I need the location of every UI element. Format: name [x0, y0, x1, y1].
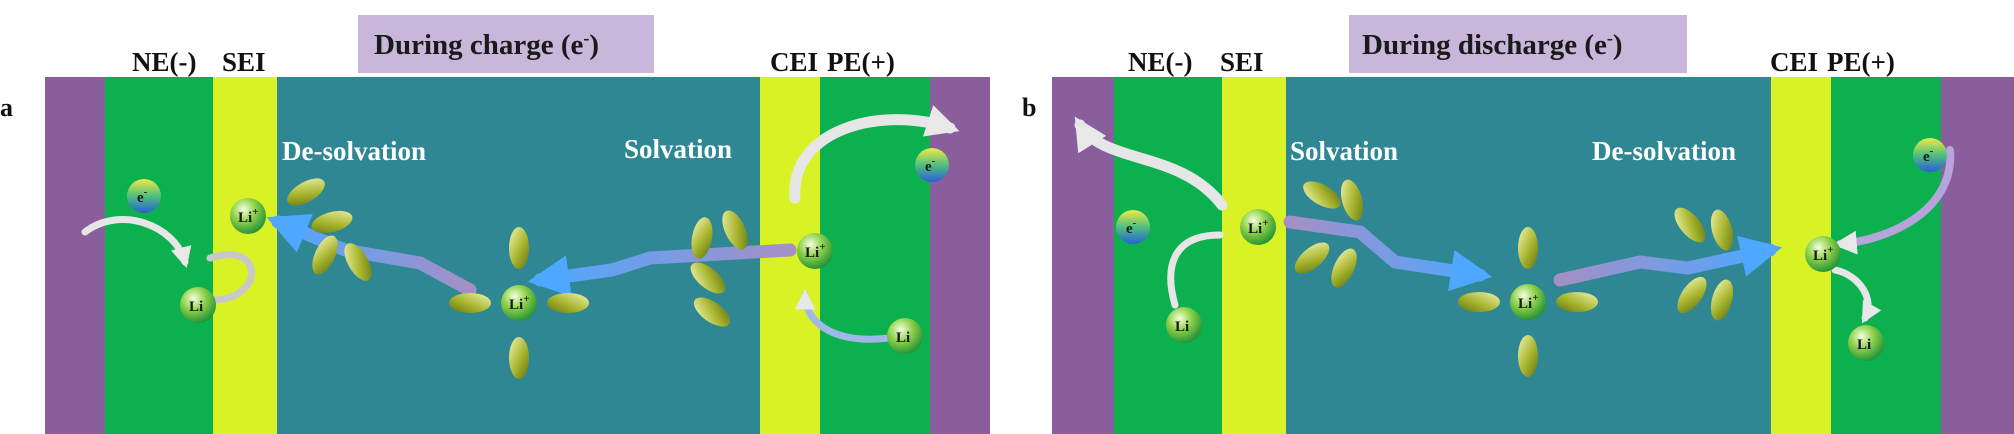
panel-a-lithium-ion-center: Li+ — [501, 285, 537, 321]
panel-a-letter: a — [0, 93, 13, 122]
panel-a-solvent-molecule — [449, 293, 491, 313]
svg-text:Li: Li — [896, 330, 910, 346]
svg-text:e-: e- — [925, 155, 936, 175]
panel-a: a During charge (e-) NE(-) SEI CEI PE(+)… — [0, 15, 990, 434]
svg-text:Li: Li — [1175, 319, 1189, 335]
svg-text:e-: e- — [137, 186, 148, 206]
panel-a-positive-current-collector — [930, 77, 990, 434]
panel-b-desolvation-label: De-solvation — [1592, 136, 1736, 166]
panel-b-sei-layer — [1222, 77, 1286, 434]
panel-a-solvent-molecule — [509, 227, 529, 269]
svg-text:e-: e- — [1923, 145, 1934, 165]
panel-a-ion-path-left — [266, 214, 477, 297]
panel-a-solvent-molecule — [547, 293, 589, 313]
panel-b-lithium-ion-center: Li+ — [1510, 284, 1546, 320]
panel-a-electron-arrow-left — [81, 216, 192, 269]
panel-a-sei-label: SEI — [222, 47, 266, 77]
panel-a-title: During charge (e-) — [374, 28, 599, 61]
panel-a-cei-label: CEI — [770, 47, 818, 77]
svg-text:Li+: Li+ — [805, 241, 825, 261]
panel-a-electron-arrow-right — [789, 105, 960, 204]
panel-b-negative-electrode — [1114, 77, 1222, 434]
panel-b-solvent-molecule — [1458, 292, 1500, 312]
panel-a-lithium-ion-sei: Li+ — [230, 198, 266, 234]
panel-b-solvation-label: Solvation — [1290, 136, 1398, 166]
svg-text:Li+: Li+ — [1813, 244, 1833, 264]
panel-b-electron-arrow-right — [1832, 146, 1955, 255]
panel-a-negative-current-collector — [45, 77, 105, 434]
panel-b-lithium-ion-sei: Li+ — [1240, 209, 1276, 245]
panel-b-cei-label: CEI — [1770, 47, 1818, 77]
panel-a-electron-negative: e- — [127, 179, 161, 213]
panel-a-ion-path-right — [527, 243, 797, 297]
svg-text:Li: Li — [189, 299, 203, 315]
panel-b-solvent-molecule — [1518, 227, 1538, 269]
panel-b-li-reduction-arrow — [1831, 266, 1882, 324]
panel-a-ne-label: NE(-) — [132, 47, 196, 77]
panel-b-electron-positive: e- — [1913, 138, 1947, 172]
panel-b-positive-electrode — [1831, 77, 1941, 434]
svg-text:Li+: Li+ — [509, 293, 529, 313]
svg-text:Li+: Li+ — [1518, 292, 1538, 312]
panel-b-pe-label: PE(+) — [1827, 47, 1895, 77]
panel-b-title-box — [1349, 15, 1687, 73]
svg-text:Li: Li — [1857, 337, 1871, 353]
panel-a-negative-electrode — [105, 77, 213, 434]
panel-a-title-box — [358, 15, 654, 73]
panel-b-title: During discharge (e-) — [1362, 28, 1623, 61]
panel-b-letter: b — [1022, 93, 1036, 122]
panel-a-li-plating-arrow — [206, 251, 255, 304]
panel-b-solvent-molecule — [1556, 292, 1598, 312]
panel-b-ne-label: NE(-) — [1128, 47, 1192, 77]
panel-b-electron-negative: e- — [1116, 210, 1150, 244]
svg-text:Li+: Li+ — [238, 206, 258, 226]
panel-b: b During discharge (e-) NE(-) SEI CEI PE… — [1022, 15, 2014, 434]
panel-b-sei-label: SEI — [1220, 47, 1264, 77]
panel-b-solvent-molecule — [1518, 335, 1538, 377]
panel-b-li-stripping-arrow — [1167, 231, 1224, 309]
panel-a-solvation-label: Solvation — [624, 134, 732, 164]
panel-a-lithium-atom-positive: Li — [887, 318, 923, 354]
panel-a-solvent-molecule — [509, 337, 529, 379]
panel-b-lithium-atom-negative: Li — [1166, 307, 1202, 343]
panel-a-pe-label: PE(+) — [827, 47, 895, 77]
panel-b-positive-current-collector — [1941, 77, 2014, 434]
panel-b-lithium-atom-positive: Li — [1848, 325, 1884, 361]
svg-text:e-: e- — [1126, 217, 1137, 237]
panel-b-lithium-ion-cei: Li+ — [1805, 236, 1841, 272]
panel-b-electron-arrow-left — [1074, 116, 1228, 211]
panel-a-lithium-atom-negative: Li — [180, 287, 216, 323]
panel-b-ion-path-left — [1283, 215, 1493, 292]
svg-text:Li+: Li+ — [1248, 217, 1268, 237]
panel-a-lithium-ion-cei: Li+ — [797, 233, 833, 269]
panel-b-ion-path-right — [1553, 235, 1783, 287]
panel-a-li-oxidation-arrow — [794, 288, 894, 343]
panel-a-desolvation-label: De-solvation — [282, 136, 426, 166]
panel-a-electron-positive: e- — [915, 148, 949, 182]
